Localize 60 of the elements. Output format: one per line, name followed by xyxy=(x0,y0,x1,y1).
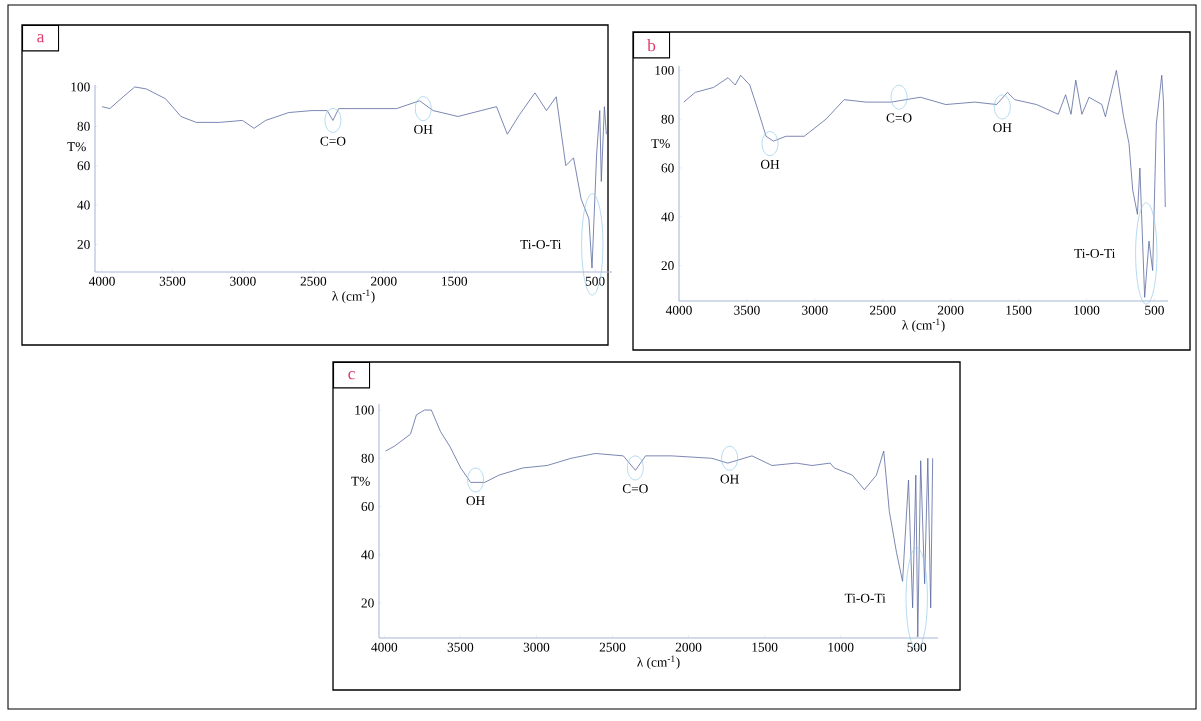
chart-title: b xyxy=(647,39,656,52)
line-series xyxy=(385,409,934,638)
x-tick-label: 4000 xyxy=(88,276,115,286)
y-axis-title: T% xyxy=(351,476,370,486)
x-tick-label: 1000 xyxy=(828,642,854,652)
x-axis-title: λ (cm$^{-1}$) xyxy=(637,655,680,670)
x-tick-label: 2000 xyxy=(675,642,702,652)
y-tick-label: 60 xyxy=(661,163,674,173)
y-tick-label: 20 xyxy=(661,261,674,271)
x-tick-label: 2000 xyxy=(371,276,397,286)
annotation: OH xyxy=(720,474,739,484)
y-tick-label: 60 xyxy=(361,502,374,512)
x-tick-label: 1000 xyxy=(1074,305,1100,315)
line-series xyxy=(683,69,1166,298)
x-tick-label: 2500 xyxy=(300,276,327,286)
x-tick-label: 3500 xyxy=(159,276,186,286)
x-tick-label: 3000 xyxy=(230,276,256,286)
annotation: C=O xyxy=(622,484,648,494)
y-tick-label: 100 xyxy=(71,82,90,92)
x-axis-title: λ (cm$^{-1}$) xyxy=(902,318,945,333)
y-tick-label: 80 xyxy=(661,114,674,124)
chart-title: a xyxy=(37,34,45,43)
x-tick-label: 3000 xyxy=(802,305,828,315)
x-tick-label: 2500 xyxy=(870,305,896,315)
annotation: OH xyxy=(760,159,780,169)
y-axis-title: T% xyxy=(651,139,670,149)
y-tick-label: 40 xyxy=(661,212,674,222)
annotation: C=O xyxy=(320,136,346,146)
x-tick-label: 3500 xyxy=(447,642,474,652)
x-tick-label: 500 xyxy=(585,276,605,286)
x-tick-label: 3500 xyxy=(734,305,760,315)
annotation: OH xyxy=(466,496,485,506)
annotation: OH xyxy=(414,124,433,134)
y-tick-label: 20 xyxy=(361,598,374,608)
annotation: OH xyxy=(993,123,1012,133)
x-tick-label: 500 xyxy=(1145,305,1164,315)
chart-title: c xyxy=(348,371,355,380)
x-tick-label: 500 xyxy=(907,642,927,652)
y-tick-label: 80 xyxy=(361,453,374,463)
x-tick-label: 2500 xyxy=(599,642,626,652)
x-tick-label: 1500 xyxy=(442,276,468,286)
x-tick-label: 4000 xyxy=(371,642,398,652)
y-axis-title: T% xyxy=(67,142,86,152)
y-tick-label: 100 xyxy=(655,65,674,75)
y-tick-label: 80 xyxy=(77,121,90,131)
y-tick-label: 100 xyxy=(355,405,374,415)
x-tick-label: 4000 xyxy=(665,305,692,315)
annotation: Ti-O-Ti xyxy=(1074,248,1116,258)
x-axis-title: λ (cm$^{-1}$) xyxy=(332,289,375,304)
x-tick-label: 3000 xyxy=(523,642,550,652)
annotation: C=O xyxy=(886,113,912,123)
y-tick-label: 40 xyxy=(361,550,374,560)
x-tick-label: 1500 xyxy=(752,642,778,652)
annotation: Ti-O-Ti xyxy=(520,239,562,249)
x-tick-label: 2000 xyxy=(937,305,964,315)
y-tick-label: 20 xyxy=(77,239,90,249)
annotation: Ti-O-Ti xyxy=(844,593,886,603)
y-tick-label: 40 xyxy=(77,200,90,210)
x-tick-label: 1500 xyxy=(1006,305,1032,315)
y-tick-label: 60 xyxy=(77,161,90,171)
